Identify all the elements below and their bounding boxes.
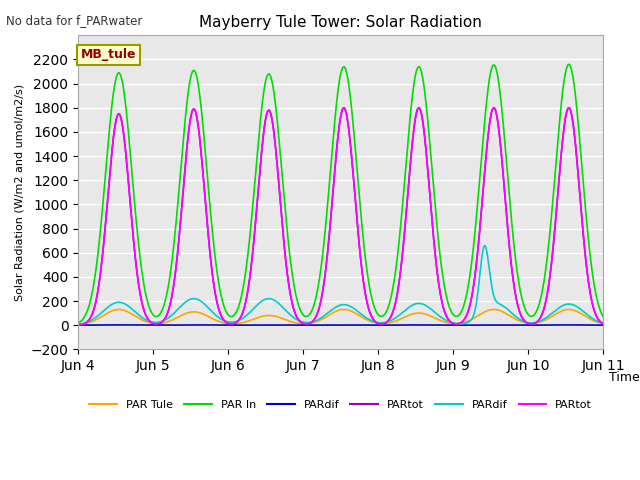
X-axis label: Time: Time xyxy=(609,372,639,384)
Legend: PAR Tule, PAR In, PARdif, PARtot, PARdif, PARtot: PAR Tule, PAR In, PARdif, PARtot, PARdif… xyxy=(85,396,596,415)
Title: Mayberry Tule Tower: Solar Radiation: Mayberry Tule Tower: Solar Radiation xyxy=(199,15,482,30)
Text: No data for f_PARwater: No data for f_PARwater xyxy=(6,14,143,27)
Y-axis label: Solar Radiation (W/m2 and umol/m2/s): Solar Radiation (W/m2 and umol/m2/s) xyxy=(15,84,25,301)
Text: MB_tule: MB_tule xyxy=(81,48,136,61)
